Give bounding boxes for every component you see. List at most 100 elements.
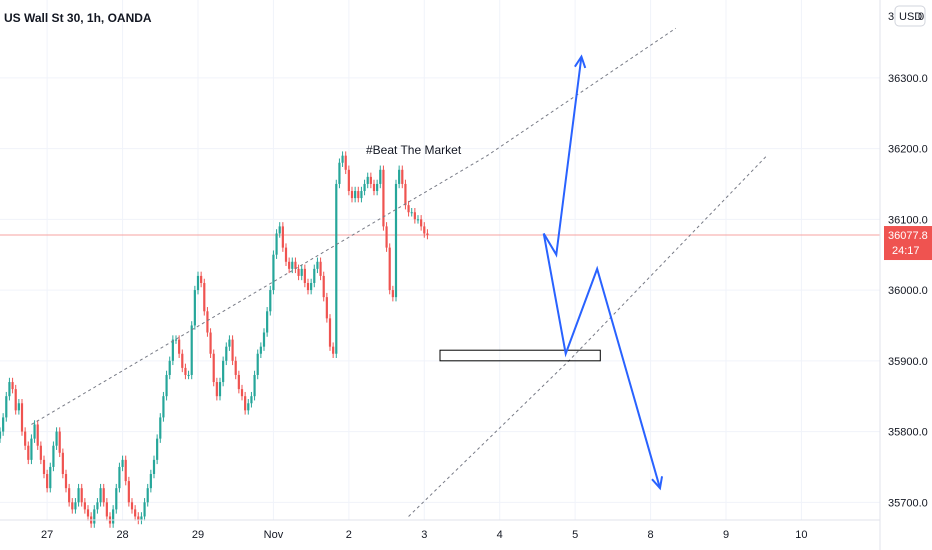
candle-body	[231, 339, 234, 361]
candle-body	[159, 417, 162, 439]
candle-body	[99, 488, 102, 503]
candle-body	[80, 488, 83, 503]
candle-body	[372, 183, 376, 192]
candle-body	[335, 183, 338, 354]
candle-body	[193, 290, 196, 326]
candle-body	[93, 509, 96, 524]
candle-body	[281, 226, 284, 248]
candle-body	[212, 353, 215, 383]
candle-body	[124, 459, 127, 482]
candle-body	[250, 396, 253, 404]
candle-body	[388, 247, 391, 291]
x-tick-label: 29	[192, 529, 204, 541]
y-tick-label: 35700.0	[888, 497, 928, 509]
candle-body	[127, 481, 130, 503]
candle-body	[234, 360, 237, 375]
candle-body	[244, 396, 247, 411]
candle-body	[382, 169, 385, 227]
candle-body	[310, 282, 313, 291]
candle-body	[115, 488, 118, 510]
currency-label: USD	[899, 11, 922, 23]
candle-body	[11, 382, 14, 390]
x-tick-label: 10	[795, 529, 807, 541]
candle-body	[86, 509, 90, 517]
channel-upper-line	[31, 27, 676, 425]
y-tick-label: 36000.0	[888, 285, 928, 297]
candle-body	[171, 339, 174, 361]
support-zone-box	[439, 349, 601, 362]
candle-body	[33, 424, 36, 439]
candle-body	[24, 431, 27, 446]
arrowhead-2	[651, 476, 664, 491]
candle-body	[391, 290, 394, 298]
projection-path-1	[542, 56, 583, 258]
candle-body	[203, 282, 206, 312]
candle-body	[0, 431, 2, 439]
candle-body	[313, 268, 316, 283]
candle-body	[121, 459, 124, 467]
candle-body	[181, 353, 184, 368]
currency-button[interactable]: USD	[894, 5, 926, 27]
candle-body	[190, 325, 193, 375]
candle-body	[64, 474, 68, 489]
x-tick-label: 2	[346, 529, 352, 541]
candle-body	[404, 183, 407, 206]
candle-body	[77, 488, 80, 503]
candle-body	[350, 191, 354, 199]
current-price-tag: 36077.8 24:17	[884, 226, 932, 261]
candle-body	[68, 488, 71, 503]
candle-body	[366, 176, 369, 184]
candle-body	[215, 382, 218, 397]
candle-body	[152, 459, 156, 475]
candle-body	[49, 466, 52, 489]
y-tick-label: 36100.0	[888, 214, 928, 226]
x-tick-label: 28	[116, 529, 128, 541]
candle-body	[39, 445, 42, 460]
arrowhead-1	[574, 54, 587, 69]
candle-body	[278, 226, 281, 234]
chart-title: US Wall St 30, 1h, OANDA	[4, 11, 152, 25]
candle-body	[200, 275, 203, 283]
candle-body	[8, 382, 11, 397]
candle-body	[322, 275, 325, 298]
candle-body	[55, 431, 58, 446]
candle-body	[354, 191, 357, 199]
candle-body	[5, 396, 8, 418]
candle-body	[96, 502, 99, 510]
candle-body	[272, 254, 275, 291]
candle-body	[156, 438, 159, 460]
candle-body	[52, 445, 55, 467]
x-tick-label: 8	[648, 529, 654, 541]
candle-body	[225, 346, 228, 361]
candle-body	[228, 339, 231, 347]
candle-body	[316, 261, 319, 269]
candle-body	[196, 275, 200, 291]
drawings	[31, 27, 768, 517]
candle-body	[291, 261, 294, 269]
candle-body	[20, 403, 24, 432]
candle-body	[237, 374, 240, 390]
candle-body	[407, 205, 410, 213]
candle-body	[256, 353, 259, 375]
candle-body	[297, 268, 300, 276]
current-price-value: 36077.8	[888, 230, 928, 242]
candle-body	[17, 403, 20, 411]
candle-body	[222, 360, 225, 383]
axis-top-partial-2: 0	[918, 11, 924, 23]
candle-body	[416, 219, 420, 221]
x-tick-label: 4	[497, 529, 503, 541]
grid	[0, 0, 880, 520]
candle-body	[262, 332, 266, 347]
candle-body	[105, 502, 108, 517]
candle-body	[266, 311, 269, 333]
x-tick-label: 3	[421, 529, 427, 541]
candle-body	[363, 183, 366, 192]
candle-body	[46, 474, 49, 489]
candle-body	[58, 431, 61, 453]
candle-body	[410, 212, 413, 214]
candle-body	[102, 488, 105, 503]
candle-body	[71, 502, 74, 510]
candle-body	[269, 290, 272, 312]
candle-body	[162, 396, 165, 418]
